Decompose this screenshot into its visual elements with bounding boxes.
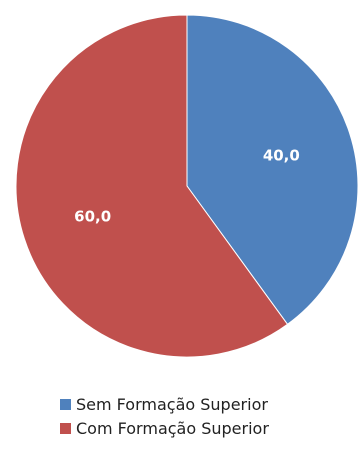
legend-label-sem-formacao: Sem Formação Superior <box>76 394 268 414</box>
chart-legend: Sem Formação Superior Com Formação Super… <box>60 392 359 440</box>
legend-item-com-formacao: Com Formação Superior <box>60 416 359 440</box>
legend-label-com-formacao: Com Formação Superior <box>76 418 269 438</box>
pie-slice-com-formacao <box>15 14 289 358</box>
legend-swatch-sem-formacao <box>60 398 71 410</box>
pie-slice-sem-formacao <box>186 14 359 326</box>
data-label-sem-formacao: 40,0 <box>263 146 300 164</box>
legend-item-sem-formacao: Sem Formação Superior <box>60 392 359 416</box>
legend-swatch-com-formacao <box>60 422 71 434</box>
data-label-com-formacao: 60,0 <box>74 208 111 226</box>
